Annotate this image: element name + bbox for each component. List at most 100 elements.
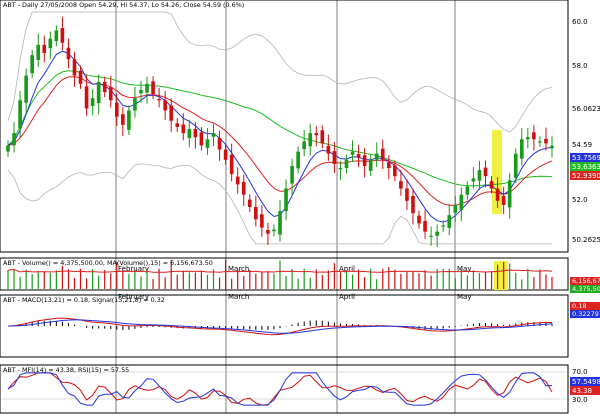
candle-body	[24, 75, 28, 103]
candle-body	[254, 207, 258, 220]
volume-bar	[351, 274, 354, 289]
volume-bar	[200, 270, 203, 289]
signal-badge-text: 0.322797	[572, 310, 600, 318]
volume-bar	[551, 276, 553, 289]
price-tick: 58.0	[572, 62, 588, 70]
volume-bar	[297, 278, 299, 289]
volume-ma-badge-text: 6,156,673	[572, 277, 600, 285]
volume-bar	[424, 270, 426, 289]
volume-bar	[61, 265, 63, 289]
volume-bar	[315, 269, 317, 289]
signal-line	[7, 319, 553, 334]
volume-bar	[170, 259, 172, 289]
candle-body	[519, 139, 524, 159]
candle-body	[235, 176, 240, 185]
volume-bar	[140, 276, 142, 289]
macd-badge	[570, 302, 600, 310]
volume-bar	[13, 268, 15, 289]
candle-body	[6, 145, 10, 152]
volume-bar	[394, 269, 396, 289]
close-badge-text: 54.59	[572, 141, 592, 149]
month-label-april: April	[339, 265, 355, 273]
candle-body	[66, 47, 71, 60]
candle-body	[127, 110, 131, 130]
volume-bar	[472, 270, 475, 289]
candle-body	[169, 105, 174, 121]
volume-bar	[267, 271, 269, 289]
volume-bars	[7, 259, 553, 289]
long-ma-badge-text: 53.6363	[572, 163, 600, 171]
volume-bar	[448, 268, 450, 289]
volume-ma-line	[7, 268, 553, 273]
candle-body	[133, 98, 137, 111]
volume-bar	[218, 277, 221, 289]
candle-body	[326, 145, 331, 154]
candle-body	[550, 145, 554, 149]
candle-body	[229, 154, 234, 175]
volume-bar	[436, 269, 438, 289]
volume-ma-badge	[570, 277, 600, 285]
candle-body	[526, 137, 530, 140]
volume-bar	[110, 273, 112, 289]
candle-body	[290, 165, 294, 184]
candle-body	[211, 133, 216, 137]
volume-bar	[31, 274, 33, 289]
candle-body	[532, 132, 536, 140]
volume-bar	[521, 279, 523, 289]
candle-body	[60, 28, 65, 43]
volume-bar	[231, 278, 233, 289]
volume-bar	[55, 270, 57, 289]
candle-body	[356, 154, 361, 158]
candle-body	[187, 129, 192, 139]
close-badge	[570, 140, 600, 149]
candle-body	[241, 181, 246, 195]
volume-bar	[146, 268, 148, 289]
signal-badge	[570, 310, 600, 318]
candle-body	[320, 130, 325, 144]
volume-bar	[237, 268, 239, 289]
volume-bar	[128, 273, 130, 289]
volume-bar	[539, 269, 541, 289]
candle-body	[163, 100, 167, 111]
volume-bar	[104, 270, 106, 289]
volume-bar	[98, 275, 100, 289]
volume-bar	[43, 271, 45, 289]
candle-body	[296, 151, 300, 169]
volume-bar	[490, 271, 493, 289]
volume-badge-text: 4,375,500	[572, 285, 600, 293]
long-ma-badge	[570, 162, 600, 171]
volume-highlight	[494, 261, 508, 290]
rsi-line	[7, 372, 553, 406]
candle-body	[374, 153, 379, 160]
volume-bar	[309, 277, 311, 289]
volume-bar	[454, 278, 456, 289]
candle-body	[429, 235, 433, 237]
volume-bar	[412, 271, 414, 289]
volume-bar	[194, 272, 196, 289]
candle-body	[48, 38, 53, 49]
volume-bar	[152, 279, 154, 289]
candle-body	[36, 44, 41, 61]
rsi-badge-text: 57.5498	[572, 378, 600, 386]
candle-body	[471, 178, 476, 182]
candle-body	[278, 211, 282, 235]
volume-bar	[122, 271, 124, 289]
volume-bar	[291, 268, 293, 289]
volume-bar	[49, 272, 51, 289]
volume-badge	[570, 285, 600, 293]
candle-body	[399, 181, 403, 189]
candle-body	[495, 188, 500, 201]
volume-bar	[321, 274, 323, 289]
candle-body	[465, 186, 470, 195]
rsi-badge	[570, 377, 600, 386]
volume-bar	[285, 275, 287, 289]
macd-badge-text: 0.18	[572, 302, 586, 310]
candle-body	[284, 188, 288, 212]
bollinger-upper-line	[7, 11, 553, 133]
volume-bar	[225, 259, 227, 289]
candle-body	[350, 151, 355, 155]
volume-bar	[19, 276, 21, 289]
candle-body	[260, 214, 264, 228]
volume-bar	[333, 263, 335, 289]
